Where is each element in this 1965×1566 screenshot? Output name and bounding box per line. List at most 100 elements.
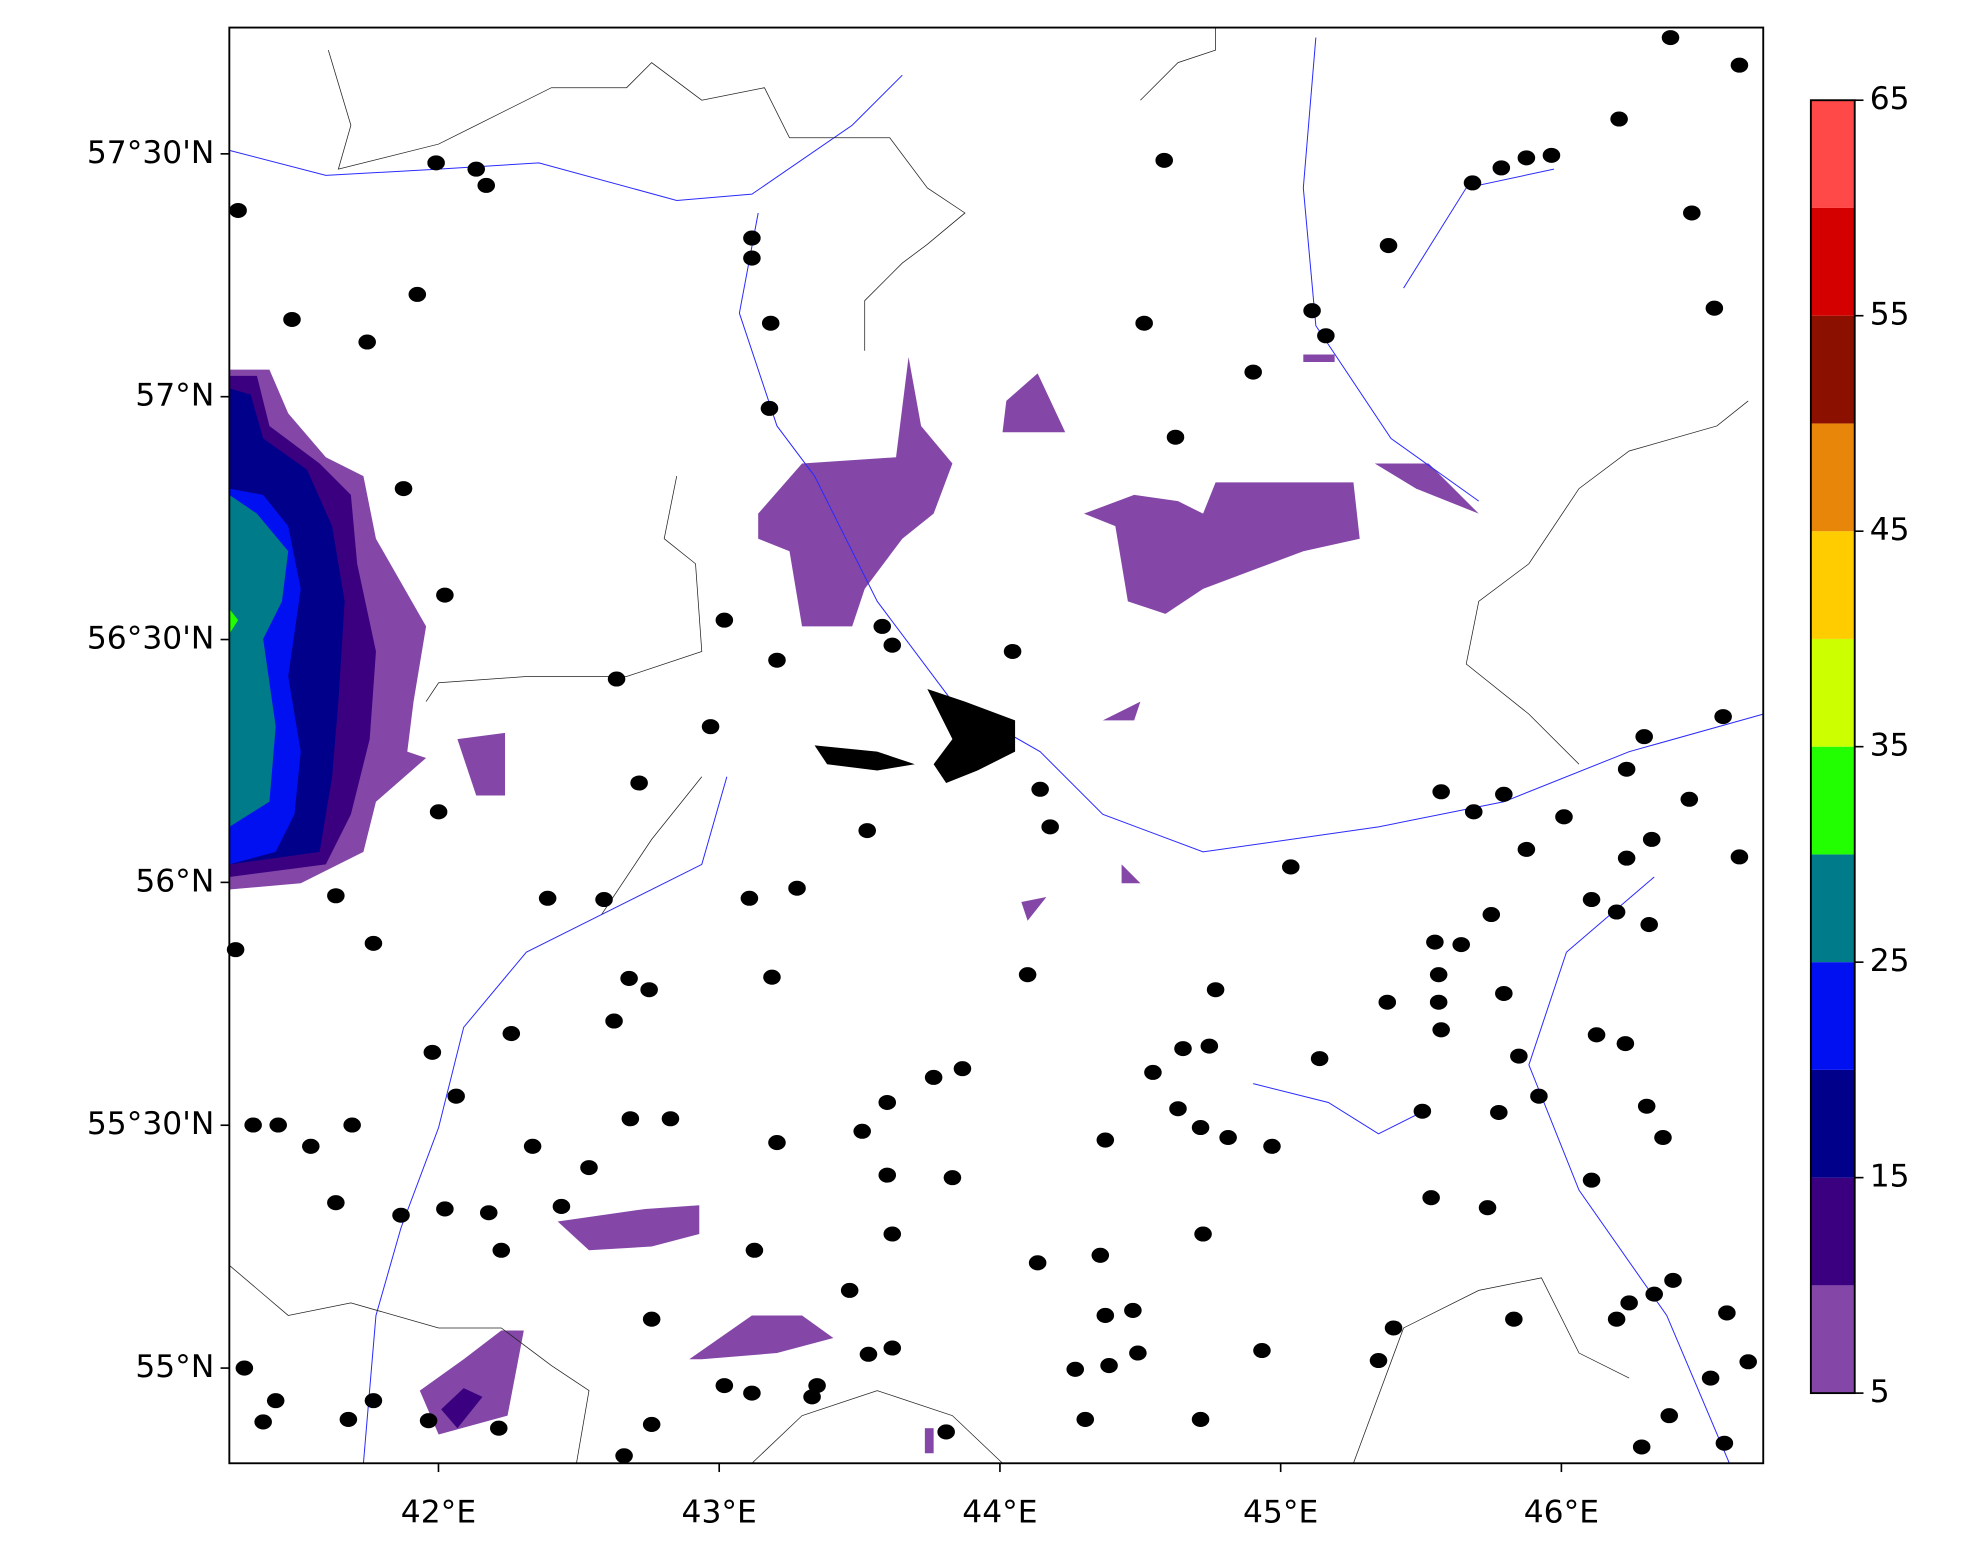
city [1730,849,1749,865]
city [1715,1435,1734,1451]
city [580,1160,598,1176]
city [1495,985,1513,1001]
city [768,1135,786,1151]
city [302,1138,320,1154]
city [1463,175,1482,191]
city [1464,804,1483,820]
city [229,202,247,218]
city [701,719,720,735]
city [327,1195,345,1211]
city [1317,328,1335,344]
contour-region [1374,463,1479,514]
colorbar-segment [1810,531,1855,639]
city [878,1094,897,1110]
colorbar-segment [1810,1285,1855,1394]
contour-region [689,1315,834,1360]
colorbar-tick-label: 55 [1870,297,1910,333]
colorbar-segment [1810,854,1855,963]
city [429,804,448,820]
city [760,400,779,416]
city [1310,1051,1329,1067]
colorbar-segment [1810,746,1855,855]
contour-region [758,357,953,627]
city [447,1088,465,1104]
city [642,1416,661,1432]
contour-region [924,1428,934,1454]
city [1422,1190,1440,1206]
colorbar-segment [1810,423,1855,532]
map-frame [228,26,1765,1465]
x-tick-label: 45°E [1243,1494,1318,1530]
city [745,1242,764,1258]
city-area [927,689,1016,783]
city [1714,709,1732,725]
city [883,1340,902,1356]
city [873,618,892,634]
city [1587,1027,1606,1043]
city [768,652,786,668]
city [1661,30,1680,46]
city [467,161,485,177]
city [743,1385,761,1401]
city [1129,1345,1147,1361]
city [883,1226,902,1242]
colorbar-tick-label: 5 [1870,1374,1890,1410]
y-tick-label: 57°N [135,378,214,414]
city [226,942,245,958]
city [1607,904,1626,920]
city [715,1378,734,1394]
city [1683,205,1701,221]
city [840,1282,859,1298]
city [1096,1132,1115,1148]
city [1378,994,1397,1010]
city [358,334,376,350]
contour-region [229,608,239,634]
city [1379,238,1398,254]
contour-region [441,1388,483,1429]
city [1155,152,1173,168]
city [1206,982,1225,998]
city [621,1111,640,1127]
x-tick-label: 46°E [1524,1494,1599,1530]
colorbar-tick-label: 15 [1870,1159,1910,1195]
city [803,1389,821,1405]
city [1680,791,1699,807]
city [883,637,902,653]
colorbar-segment [1810,962,1855,1070]
city [808,1378,826,1394]
city [1555,809,1573,825]
city [1253,1343,1271,1359]
city [552,1198,571,1214]
city [761,315,780,331]
city [1620,1295,1638,1311]
city [339,1411,358,1427]
city [1542,147,1561,163]
city [1432,784,1450,800]
city [1384,1320,1403,1336]
city [620,970,638,986]
city [788,880,806,896]
city [1642,831,1661,847]
city [1124,1302,1142,1318]
colorbar-tick-label: 65 [1870,81,1910,117]
city [858,823,876,839]
city [1730,57,1749,73]
contour-region [1002,373,1066,433]
city [859,1346,878,1362]
city [269,1117,287,1133]
city [343,1117,361,1133]
city [1490,1104,1508,1121]
city [1191,1120,1210,1136]
contour-region [457,732,506,796]
city [1028,1255,1047,1271]
city [1607,1311,1626,1327]
city [538,890,557,906]
city [477,177,496,193]
city [1617,850,1636,866]
contour-region [1121,864,1141,884]
city [1144,1064,1162,1080]
city [479,1205,498,1221]
city [423,1044,442,1060]
contour-region [1021,897,1047,921]
city [1660,1408,1679,1424]
